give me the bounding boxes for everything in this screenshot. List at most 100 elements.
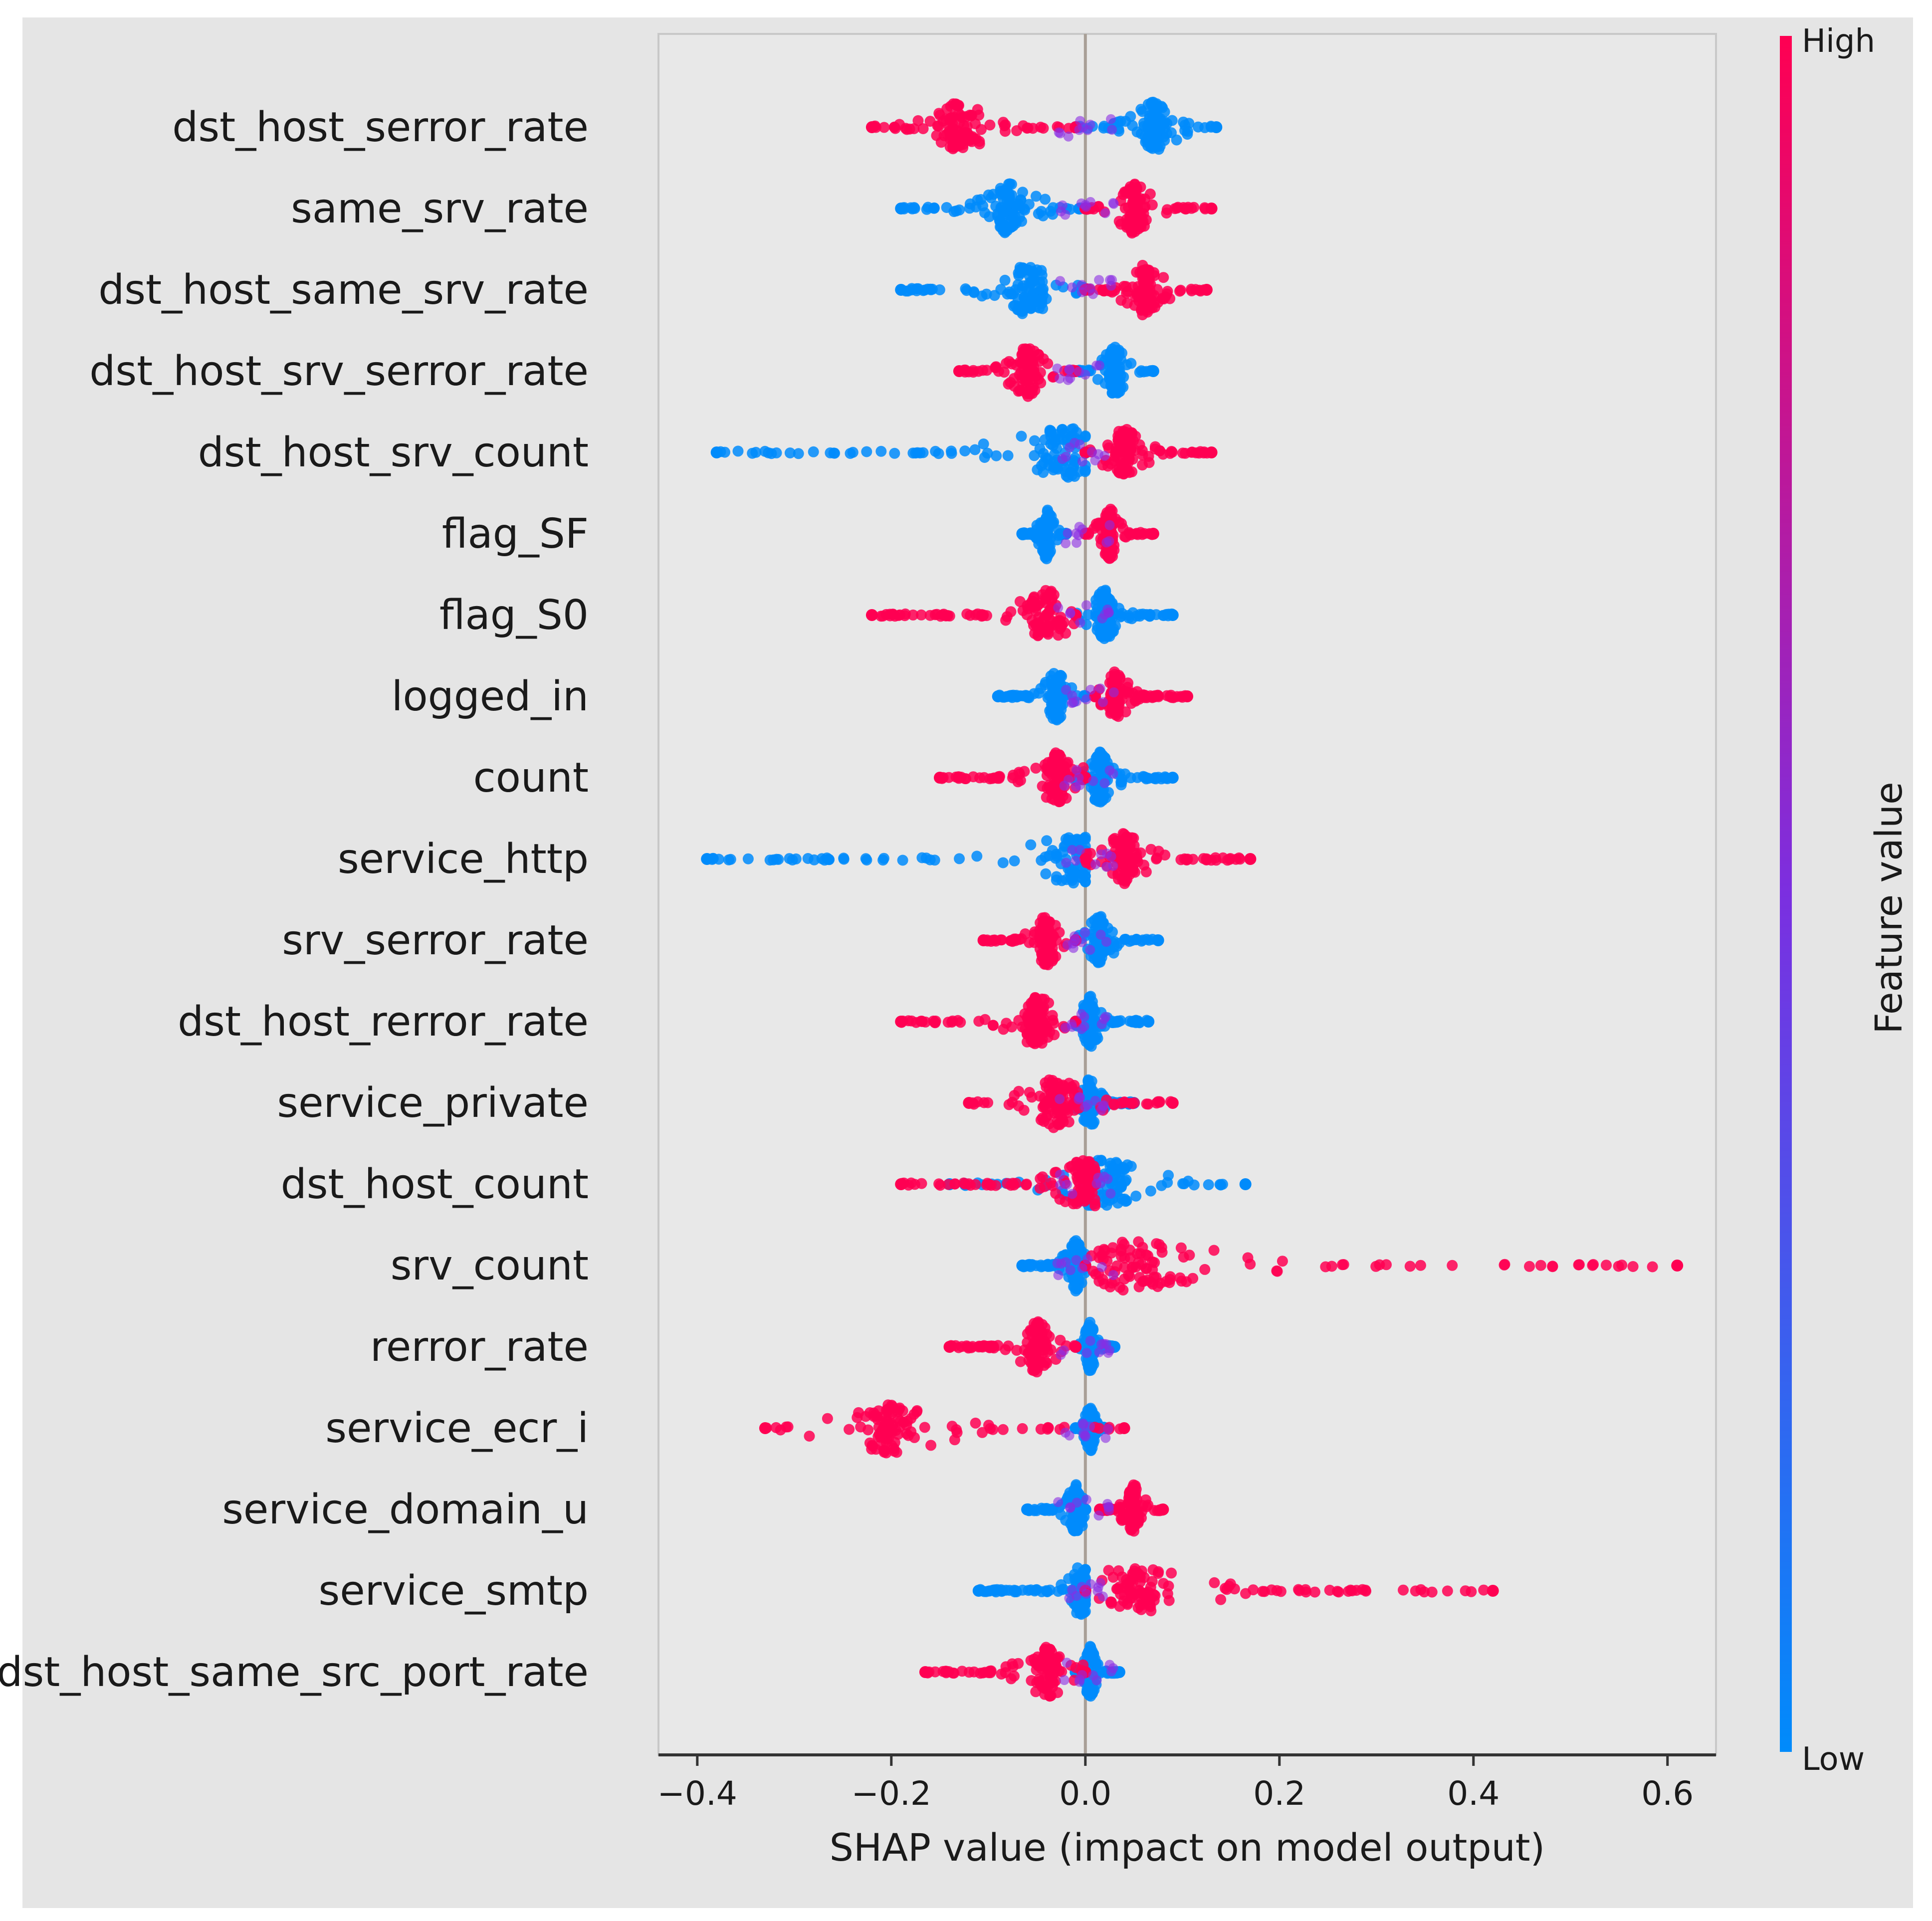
shap-point-high xyxy=(1006,935,1017,947)
shap-point-high xyxy=(1181,854,1192,866)
shap-point-low xyxy=(829,447,841,459)
feature-label: dst_host_srv_serror_rate xyxy=(89,348,589,395)
shap-point-mid xyxy=(1068,938,1078,949)
shap-point-low xyxy=(847,446,859,458)
shap-point-high xyxy=(1147,1564,1159,1575)
shap-point-high xyxy=(1030,992,1041,1003)
shap-point-low xyxy=(1009,855,1020,866)
shap-point-low xyxy=(1116,1193,1128,1205)
shap-point-high xyxy=(1131,1248,1143,1260)
shap-point-low xyxy=(997,857,1009,868)
shap-point-mid xyxy=(1063,375,1073,385)
shap-point-high xyxy=(1038,123,1049,134)
shap-point-high xyxy=(1151,853,1163,863)
shap-point-low xyxy=(1083,1690,1095,1701)
shap-point-mid xyxy=(1080,370,1090,380)
shap-point-high xyxy=(1113,853,1125,864)
shap-point-high xyxy=(1042,358,1054,369)
shap-point-high xyxy=(1129,189,1140,201)
shap-point-low xyxy=(960,283,971,294)
shap-point-high xyxy=(1172,202,1184,213)
shap-point-high xyxy=(1215,1594,1227,1605)
shap-point-high xyxy=(1154,445,1166,456)
shap-point-high xyxy=(1404,1261,1416,1272)
shap-point-low xyxy=(877,854,889,866)
shap-point-high xyxy=(917,123,929,134)
shap-point-high xyxy=(919,1422,930,1433)
shap-point-low xyxy=(1134,611,1145,622)
feature-label: dst_host_same_src_port_rate xyxy=(0,1649,589,1696)
shap-point-low xyxy=(732,445,744,457)
shap-point-high xyxy=(1051,1077,1062,1089)
shap-point-high xyxy=(1162,286,1173,297)
shap-point-high xyxy=(1069,1104,1080,1116)
shap-point-high xyxy=(1137,459,1148,471)
shap-point-low xyxy=(1053,707,1064,718)
shap-point-low xyxy=(895,284,907,296)
shap-point-mid xyxy=(1096,849,1106,859)
points-layer xyxy=(701,96,1684,1702)
shap-point-high xyxy=(1035,377,1047,389)
shap-point-high xyxy=(1008,769,1019,781)
shap-point-high xyxy=(1046,793,1058,805)
shap-point-high xyxy=(1105,1596,1117,1608)
shap-point-low xyxy=(1071,427,1082,438)
shap-point-high xyxy=(1104,677,1115,688)
shap-point-high xyxy=(895,1016,907,1028)
shap-point-mid xyxy=(1108,769,1118,779)
shap-point-high xyxy=(1234,854,1246,865)
shap-point-high xyxy=(1026,374,1037,386)
shap-point-mid xyxy=(1071,855,1081,866)
shap-point-high xyxy=(1142,1098,1154,1110)
shap-point-low xyxy=(1156,1180,1167,1191)
shap-point-mid xyxy=(1088,776,1098,786)
shap-point-high xyxy=(1627,1261,1639,1272)
shap-point-high xyxy=(1054,1194,1066,1205)
shap-point-high xyxy=(1119,1253,1130,1264)
shap-point-mid xyxy=(1067,1189,1077,1199)
shap-point-low xyxy=(1154,141,1166,152)
shap-point-high xyxy=(1142,1499,1154,1511)
shap-point-low xyxy=(911,283,922,294)
shap-point-high xyxy=(1163,1595,1175,1606)
shap-point-low xyxy=(992,690,1004,702)
shap-point-high xyxy=(1137,449,1148,461)
shap-point-high xyxy=(1056,1666,1068,1678)
shap-point-high xyxy=(1205,446,1218,458)
shap-point-low xyxy=(1042,523,1054,534)
shap-point-high xyxy=(1034,1090,1046,1102)
shap-point-mid xyxy=(1094,275,1104,285)
shap-point-high xyxy=(1113,669,1124,681)
shap-point-high xyxy=(1573,1259,1585,1271)
shap-point-low xyxy=(1040,194,1051,205)
shap-point-high xyxy=(1124,1583,1136,1594)
shap-point-high xyxy=(1043,766,1055,777)
shap-point-high xyxy=(1071,1156,1082,1168)
shap-point-high xyxy=(770,1422,782,1433)
shap-point-high xyxy=(1009,1671,1020,1682)
shap-point-high xyxy=(1426,1586,1438,1598)
shap-point-low xyxy=(1051,871,1062,882)
shap-point-high xyxy=(1116,1237,1128,1248)
shap-point-low xyxy=(1029,435,1040,446)
shap-point-high xyxy=(963,1342,974,1354)
plot-area xyxy=(657,33,1717,1756)
shap-point-high xyxy=(1119,1097,1130,1108)
shap-point-high xyxy=(1225,853,1236,864)
shap-point-high xyxy=(1487,1585,1499,1597)
shap-point-mid xyxy=(1081,694,1091,704)
shap-point-low xyxy=(1079,466,1091,477)
shap-point-mid xyxy=(1104,1345,1115,1356)
shap-point-low xyxy=(1086,1075,1097,1087)
shap-point-high xyxy=(1104,545,1115,556)
shap-point-high xyxy=(1024,1086,1035,1098)
shap-point-high xyxy=(1272,1266,1283,1277)
shap-point-mid xyxy=(1059,1675,1070,1685)
shap-point-low xyxy=(1183,118,1195,129)
shap-point-high xyxy=(1118,838,1129,849)
shap-point-low xyxy=(701,853,713,865)
shap-point-low xyxy=(1058,846,1069,857)
shap-point-high xyxy=(844,1424,855,1435)
shap-point-low xyxy=(1188,1179,1200,1191)
